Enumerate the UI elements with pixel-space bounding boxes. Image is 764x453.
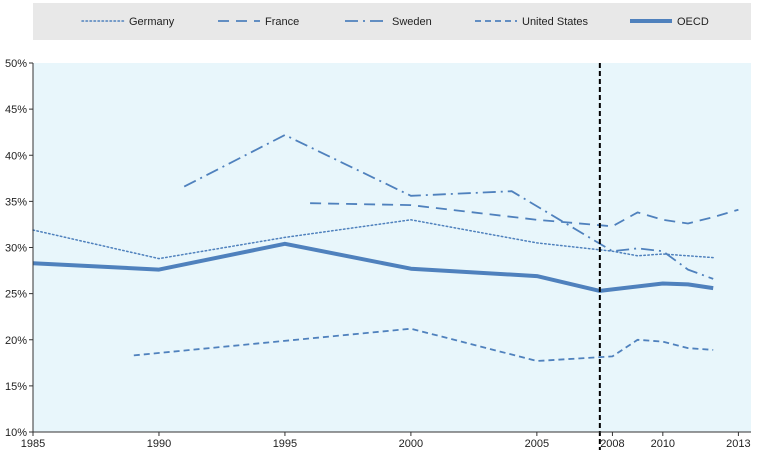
series-layer <box>32 134 739 362</box>
x-tick-label: 2010 <box>651 438 675 450</box>
series-line-france <box>310 202 739 228</box>
legend-label: United States <box>522 16 589 28</box>
legend-label: Sweden <box>392 16 432 28</box>
y-tick-label: 10% <box>5 427 27 439</box>
y-tick-label: 50% <box>5 58 27 70</box>
series-line-oecd <box>32 241 714 293</box>
y-tick-label: 45% <box>5 104 27 116</box>
legend-label: France <box>265 16 299 28</box>
y-tick-label: 35% <box>5 196 27 208</box>
y-tick-label: 30% <box>5 243 27 255</box>
y-tick-label: 25% <box>5 289 27 301</box>
x-tick-label: 2000 <box>399 438 423 450</box>
legend: Germany France Sweden United States OECD <box>81 16 709 28</box>
y-tick-label: 40% <box>5 150 27 162</box>
x-tick-label: 2013 <box>726 438 750 450</box>
series-line-sweden <box>183 134 714 280</box>
legend-label: Germany <box>129 16 175 28</box>
plot-area <box>33 63 751 432</box>
x-tick-label: 1990 <box>147 438 171 450</box>
x-tick-label: 1995 <box>273 438 297 450</box>
x-tick-label: 2005 <box>525 438 549 450</box>
x-axis-ticks: 1985 1990 1995 2000 2005 2008 2010 2013 <box>21 432 751 450</box>
series-line-germany <box>32 219 714 260</box>
x-tick-label: 1985 <box>21 438 45 450</box>
series-line-united-states <box>133 327 714 362</box>
x-tick-label: 2008 <box>600 438 624 450</box>
y-axis-ticks: 50% 45% 40% 35% 30% 25% 20% 15% 10% <box>5 58 33 439</box>
y-tick-label: 20% <box>5 335 27 347</box>
y-tick-label: 15% <box>5 381 27 393</box>
legend-label: OECD <box>677 16 709 28</box>
